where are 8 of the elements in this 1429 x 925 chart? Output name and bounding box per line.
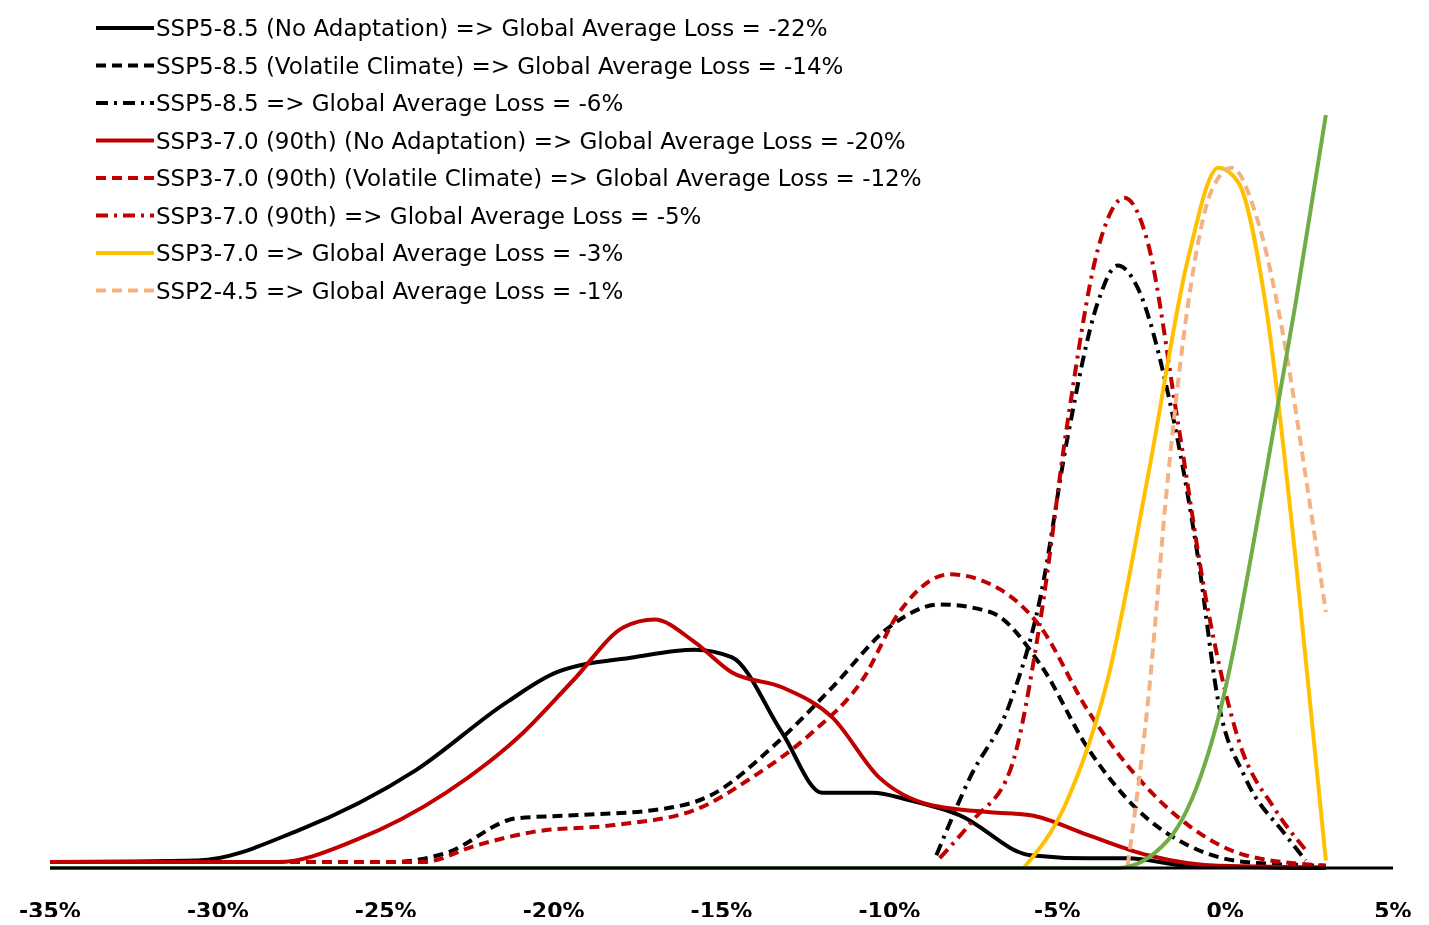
legend-label: SSP5-8.5 => Global Average Loss = -6%: [156, 90, 624, 116]
legend-label: SSP2-4.5 => Global Average Loss = -1%: [156, 277, 624, 304]
legend-label: SSP5-8.5 (Volatile Climate) => Global Average Loss = -14%: [156, 52, 844, 79]
legend-label: SSP3-7.0 (90th) (Volatile Climate) => Global Average Loss = -12%: [156, 165, 922, 191]
legend-label: SSP3-7.0 (90th) => Global Average Loss = -5%: [156, 202, 702, 229]
legend-label: SSP5-8.5 (No Adaptation) => Global Average Loss = -22%: [156, 15, 828, 41]
legend-label: SSP3-7.0 => Global Average Loss = -3%: [156, 240, 624, 266]
legend-label: SSP3-7.0 (90th) (No Adaptation) => Global Average Loss = -20%: [156, 127, 906, 154]
